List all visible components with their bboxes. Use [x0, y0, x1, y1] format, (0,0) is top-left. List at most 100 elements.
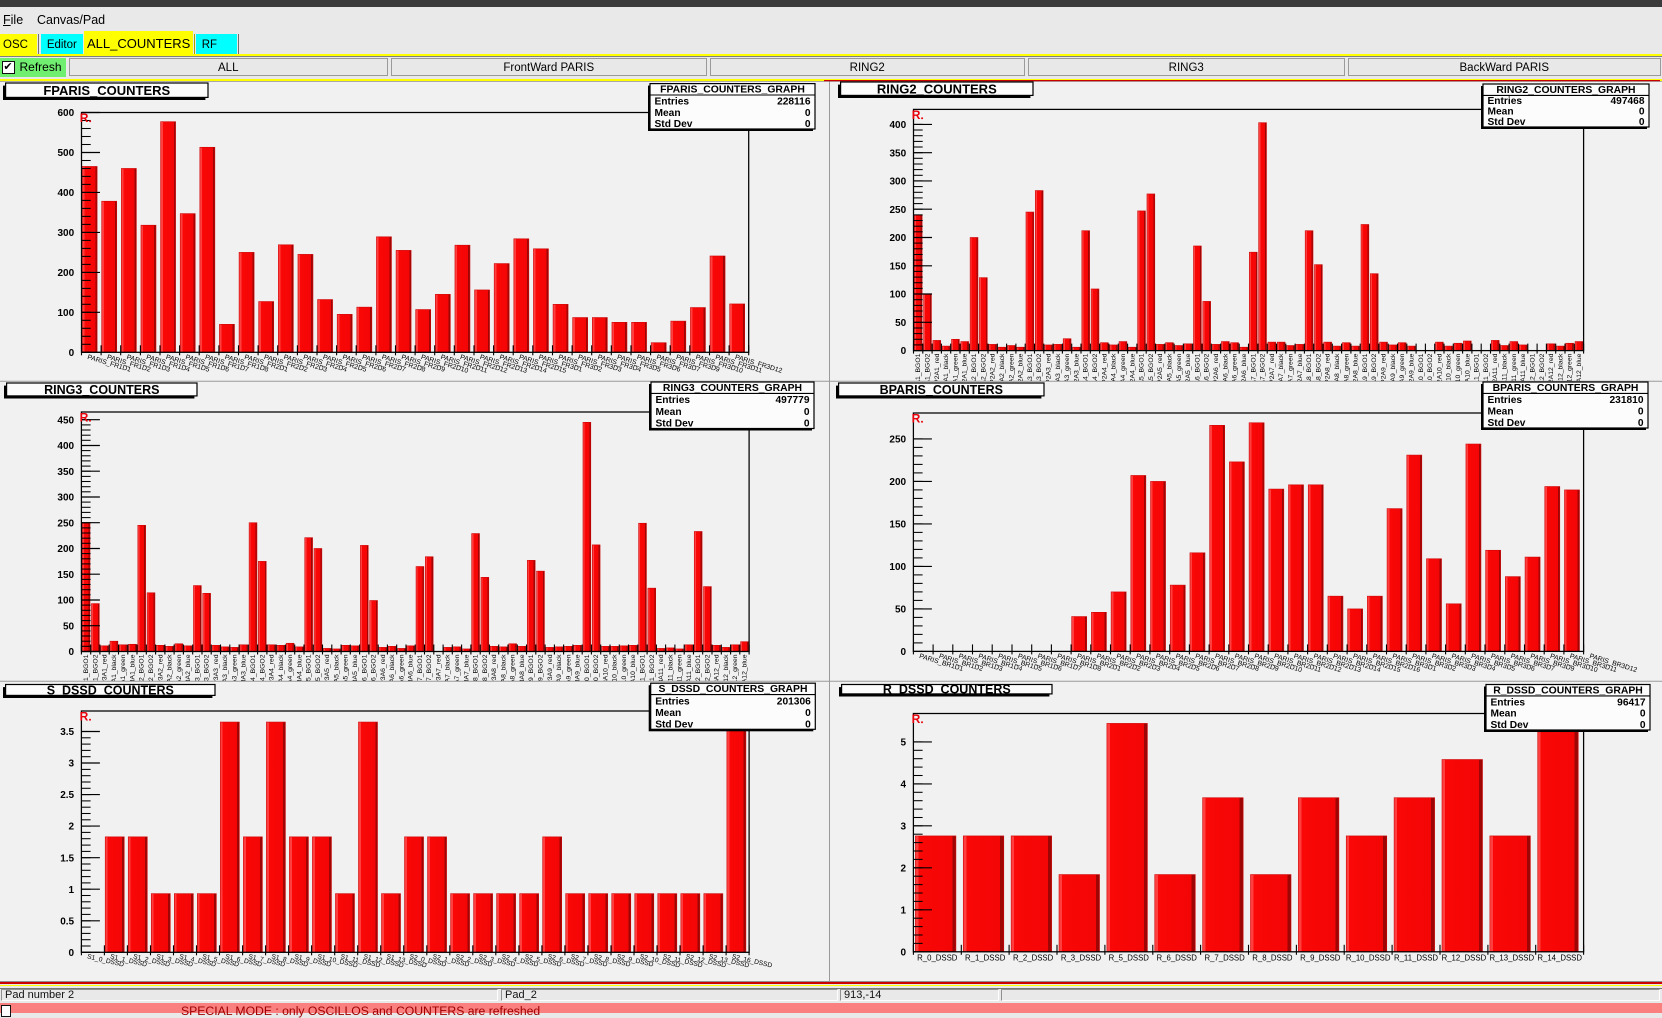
svg-text:Entries: Entries [1488, 96, 1523, 107]
svg-text:P2A3_BGO2: P2A3_BGO2 [1036, 353, 1043, 393]
svg-text:R: R [912, 108, 921, 122]
svg-text:P2A6_BGO2: P2A6_BGO2 [1204, 353, 1211, 393]
svg-text:P2A9_BGO1: P2A9_BGO1 [1362, 353, 1369, 393]
svg-text:R_1_DSSD: R_1_DSSD [965, 954, 1006, 963]
svg-text:R_14_DSSD: R_14_DSSD [1537, 954, 1582, 963]
svg-text:P2A8_black: P2A8_black [1334, 353, 1341, 390]
svg-text:P3A4_green: P3A4_green [287, 654, 294, 692]
svg-text:P2A11_BGO1: P2A11_BGO1 [1474, 353, 1481, 396]
svg-text:P2A2_BGO2: P2A2_BGO2 [980, 353, 987, 393]
svg-text:P3A7_red: P3A7_red [436, 654, 443, 684]
svg-text:P3A8_BGO2: P3A8_BGO2 [482, 654, 489, 694]
svg-text:P2A1_red: P2A1_red [934, 353, 941, 383]
svg-text:R_DSSD_COUNTERS: R_DSSD_COUNTERS [883, 683, 1011, 697]
svg-text:P3A9_BGO2: P3A9_BGO2 [538, 654, 545, 694]
svg-text:P3A3_green: P3A3_green [232, 654, 239, 692]
svg-text:P2A8_BGO1: P2A8_BGO1 [1306, 353, 1313, 393]
svg-text:P2A10_blue: P2A10_blue [1464, 353, 1471, 390]
svg-text:P3A3_black: P3A3_black [222, 654, 229, 691]
svg-text:R_2_DSSD: R_2_DSSD [1013, 954, 1054, 963]
svg-text:400: 400 [890, 120, 907, 131]
svg-text:Mean: Mean [655, 108, 681, 119]
svg-text:P2A7_BGO1: P2A7_BGO1 [1250, 353, 1257, 393]
svg-text:P3A11_red: P3A11_red [658, 654, 665, 688]
svg-text:200: 200 [57, 544, 74, 555]
svg-text:P3A4_BGO1: P3A4_BGO1 [250, 654, 257, 694]
svg-text:400: 400 [57, 441, 74, 452]
svg-text:0: 0 [1639, 117, 1645, 128]
svg-text:150: 150 [890, 261, 907, 272]
svg-text:Std Dev: Std Dev [655, 719, 693, 730]
svg-text:P2A11_green: P2A11_green [1511, 353, 1518, 394]
svg-text:P2A4_BGO1: P2A4_BGO1 [1083, 353, 1090, 393]
svg-text:0: 0 [901, 947, 907, 958]
svg-text:Std Dev: Std Dev [656, 419, 694, 430]
svg-text:P2A11_red: P2A11_red [1492, 353, 1499, 387]
svg-text:P3A2_BGO1: P3A2_BGO1 [139, 654, 146, 694]
svg-text:P3A6_black: P3A6_black [389, 654, 396, 691]
svg-text:0: 0 [901, 346, 907, 357]
svg-text:250: 250 [57, 518, 74, 529]
svg-text:P3A3_blue: P3A3_blue [241, 654, 248, 687]
svg-text:P2A9_BGO2: P2A9_BGO2 [1371, 353, 1378, 393]
svg-text:R_13_DSSD: R_13_DSSD [1489, 954, 1534, 963]
svg-text:P3A5_BGO1: P3A5_BGO1 [306, 654, 313, 694]
svg-text:Mean: Mean [1488, 107, 1514, 118]
svg-text:Std Dev: Std Dev [1488, 117, 1526, 128]
svg-text:P2A12_green: P2A12_green [1567, 353, 1574, 395]
svg-text:P2A9_green: P2A9_green [1399, 353, 1406, 391]
svg-text:497779: 497779 [776, 395, 810, 406]
svg-text:0: 0 [1640, 709, 1646, 720]
svg-text:P3A4_blue: P3A4_blue [296, 654, 303, 687]
svg-text:P3A7_BGO2: P3A7_BGO2 [426, 654, 433, 694]
svg-text:100: 100 [889, 562, 906, 573]
svg-text:400: 400 [58, 188, 75, 199]
svg-text:P3A2_green: P3A2_green [176, 654, 183, 692]
svg-text:P3A7_black: P3A7_black [445, 654, 452, 691]
svg-text:0: 0 [901, 647, 907, 658]
svg-text:P2A3_green: P2A3_green [1064, 353, 1071, 391]
svg-text:0: 0 [805, 108, 811, 119]
svg-text:P2A6_blue: P2A6_blue [1241, 353, 1248, 386]
svg-text:P3A6_red: P3A6_red [380, 654, 387, 684]
svg-text:P2A9_red: P2A9_red [1381, 353, 1388, 383]
svg-text:P2A11_BGO2: P2A11_BGO2 [1483, 353, 1490, 396]
svg-text:P3A7_BGO1: P3A7_BGO1 [417, 654, 424, 694]
svg-text:P3A5_black: P3A5_black [334, 654, 341, 691]
svg-text:P2A3_red: P2A3_red [1046, 353, 1053, 383]
svg-text:P2A5_BGO1: P2A5_BGO1 [1139, 353, 1146, 393]
svg-text:P3A2_blue: P3A2_blue [185, 654, 192, 687]
svg-text:R_3_DSSD: R_3_DSSD [1061, 954, 1102, 963]
svg-text:P2A10_green: P2A10_green [1455, 353, 1462, 395]
svg-text:P3A4_red: P3A4_red [269, 654, 276, 684]
svg-text:R_5_DSSD: R_5_DSSD [1109, 954, 1150, 963]
svg-text:FPARIS_COUNTERS: FPARIS_COUNTERS [43, 83, 170, 98]
svg-text:P3A3_BGO1: P3A3_BGO1 [194, 654, 201, 694]
svg-text:0: 0 [804, 407, 810, 418]
svg-text:P3A5_green: P3A5_green [343, 654, 350, 692]
svg-text:P2A8_green: P2A8_green [1343, 353, 1350, 391]
svg-text:P2A12_BGO1: P2A12_BGO1 [1530, 353, 1537, 396]
svg-text:Entries: Entries [655, 96, 690, 107]
svg-text:228116: 228116 [777, 96, 811, 107]
svg-text:P3A12_BGO2: P3A12_BGO2 [704, 654, 711, 697]
svg-text:Std Dev: Std Dev [655, 119, 693, 130]
svg-text:P2A4_green: P2A4_green [1120, 353, 1127, 391]
svg-text:P3A2_BGO2: P3A2_BGO2 [148, 654, 155, 694]
svg-text:96417: 96417 [1617, 697, 1646, 708]
svg-text:200: 200 [58, 268, 75, 279]
svg-text:R_6_DSSD: R_6_DSSD [1157, 954, 1198, 963]
svg-text:P3A9_red: P3A9_red [547, 654, 554, 684]
svg-text:P3A12_BGO1: P3A12_BGO1 [695, 654, 702, 697]
svg-text:P2A12_black: P2A12_black [1557, 353, 1564, 394]
svg-text:2: 2 [901, 863, 907, 874]
svg-text:0: 0 [1639, 107, 1645, 118]
svg-text:BPARIS_COUNTERS: BPARIS_COUNTERS [880, 383, 1003, 397]
svg-text:300: 300 [890, 177, 907, 188]
svg-text:3: 3 [901, 821, 907, 832]
svg-text:P2A4_black: P2A4_black [1111, 353, 1118, 390]
svg-text:P3A8_green: P3A8_green [510, 654, 517, 692]
svg-text:R_0_DSSD: R_0_DSSD [917, 954, 958, 963]
svg-text:P3A1_blue: P3A1_blue [129, 654, 136, 687]
svg-text:R_11_DSSD: R_11_DSSD [1394, 954, 1438, 963]
